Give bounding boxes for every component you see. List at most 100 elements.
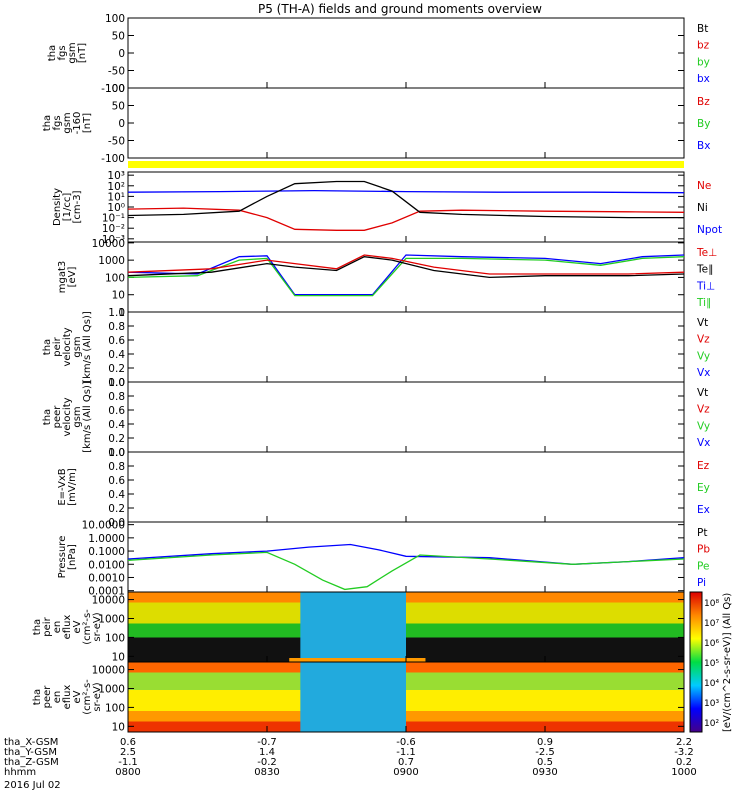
y-axis-label: en	[52, 691, 63, 704]
legend-entry: bz	[697, 40, 710, 52]
colorbar-tick-label: 10⁷	[704, 619, 719, 629]
y-axis-label: -160	[72, 112, 83, 135]
y-tick-label: 0.8	[108, 391, 125, 403]
x-row-value: -1.1	[118, 757, 138, 768]
y-tick-label: 1.0	[108, 307, 125, 319]
legend-entry: Vx	[697, 437, 710, 449]
y-tick-label: 50	[112, 101, 125, 113]
y-tick-label: 100	[105, 83, 125, 95]
y-axis-label: fgs	[52, 115, 63, 130]
panel-fgs1: 100 50 0 -50 -100 tha fgs gsm [nT] Bt bz by bx	[47, 13, 710, 95]
legend-entry: Pi	[697, 577, 706, 589]
y-tick-label: 0.6	[108, 405, 125, 417]
y-tick-label: 0.8	[108, 461, 125, 473]
x-row-value: 2.5	[120, 747, 136, 758]
panel-frame	[127, 451, 685, 523]
legend-entry: Pt	[697, 527, 707, 539]
y-tick-label: 10	[112, 290, 125, 302]
y-tick-label: 10000	[92, 595, 125, 607]
legend-entry: Te⊥	[696, 247, 717, 259]
x-row-value: 0800	[115, 767, 140, 778]
panel-frame	[127, 171, 685, 243]
panel-frame	[127, 521, 685, 593]
y-tick-label: 0	[118, 118, 125, 130]
legend-entry: Vz	[697, 334, 710, 346]
legend-entry: Pb	[697, 544, 710, 556]
y-tick-label: 0.4	[108, 349, 125, 361]
status-bar	[128, 161, 684, 168]
y-tick-label: 1.0000	[88, 533, 125, 545]
y-tick-label: 0.0100	[88, 559, 125, 571]
y-axis-label: eV	[72, 690, 83, 703]
x-row-value: 0.6	[120, 737, 136, 748]
panel-peerspec: 10000 1000 100 10 tha peer en eflux eV (cm²-s-sr-…	[32, 661, 685, 733]
spectrogram-band-center	[300, 592, 406, 662]
y-axis-label: gsm	[72, 406, 83, 427]
y-tick-label: 1.0	[108, 377, 125, 389]
y-tick-label: 10⁻²	[102, 223, 125, 235]
y-tick-label: 10	[112, 651, 125, 663]
y-axis-label: gsm	[62, 112, 73, 133]
y-tick-label: 10⁻³	[102, 234, 125, 246]
y-tick-label: 10⁻¹	[102, 213, 125, 225]
colorbar-tick-label: 10⁶	[704, 639, 719, 649]
y-tick-label: 0.0010	[88, 572, 125, 584]
panel-frame	[127, 311, 685, 383]
panel-temp: 10000 1000 100 10 1 mgat3 [eV] Te⊥ Te∥ Ti⊥ Ti∥	[57, 238, 717, 319]
y-tick-label: 0.0	[108, 517, 125, 529]
colorbar-label: [eV/(cm^2-s-sr-eV)] (All Qs)	[722, 593, 733, 732]
y-tick-label: 1000	[98, 683, 125, 695]
legend-entry: by	[697, 56, 710, 68]
y-axis-label: peer	[52, 405, 63, 429]
x-row-value: 0.2	[676, 757, 692, 768]
series-Ti∥	[127, 256, 685, 297]
legend-entry: Bx	[697, 140, 710, 152]
x-row-value: -0.7	[257, 737, 277, 748]
y-tick-label: 0.0	[108, 377, 125, 389]
y-axis-label: tha	[42, 409, 53, 425]
x-row-value: 0.9	[537, 737, 553, 748]
x-row-value: 0930	[532, 767, 557, 778]
legend-entry: Vx	[697, 367, 710, 379]
legend-entry: Vy	[697, 420, 710, 432]
x-row-value: 0830	[254, 767, 279, 778]
y-axis-label: en	[52, 621, 63, 634]
panel-frame	[127, 17, 685, 89]
x-row-value: 1000	[671, 767, 696, 778]
panel-fgs2: 100 50 0 -50 -100 tha fgs gsm -160 [nT] Bz By Bx	[42, 83, 710, 165]
y-tick-label: 0	[118, 48, 125, 60]
y-axis-label: Density	[52, 188, 63, 226]
legend-entry: Ne	[697, 180, 711, 192]
y-axis-label: eV	[72, 620, 83, 633]
x-row-value: 1.4	[259, 747, 275, 758]
panel-frame	[127, 87, 685, 159]
x-row-value: -0.6	[396, 737, 416, 748]
y-axis-label: [km/s (All Qs)]	[82, 381, 93, 453]
y-tick-label: 0.2	[108, 433, 125, 445]
colorbar-tick-label: 10⁵	[704, 659, 719, 669]
series-Te⊥	[127, 254, 685, 275]
y-tick-label: 100	[105, 13, 125, 25]
x-row-label: hhmm	[4, 767, 36, 778]
spectrogram-band-center	[300, 662, 406, 732]
x-row-label: tha_Z-GSM	[4, 757, 59, 768]
y-tick-label: 0.1000	[88, 546, 125, 558]
y-axis-label: velocity	[62, 397, 73, 436]
series-Ne	[127, 207, 685, 231]
y-tick-label: 0.0	[108, 447, 125, 459]
legend-entry: Ti∥	[696, 297, 711, 309]
colorbar-tick-label: 10⁴	[704, 679, 719, 689]
x-row-value: -1.1	[396, 747, 416, 758]
y-axis-label: [nT]	[82, 113, 93, 133]
plot-title: P5 (TH-A) fields and ground moments over…	[258, 2, 542, 16]
y-axis-label: sr-eV)	[92, 682, 103, 711]
y-axis-label: tha	[32, 689, 43, 705]
colorbar-tick-label: 10²	[704, 719, 719, 729]
x-row-value: 2.2	[676, 737, 692, 748]
legend-entry: Vy	[697, 350, 710, 362]
legend-entry: Ni	[697, 202, 708, 214]
x-row-value: -0.2	[257, 757, 277, 768]
legend-entry: Ez	[697, 460, 710, 472]
